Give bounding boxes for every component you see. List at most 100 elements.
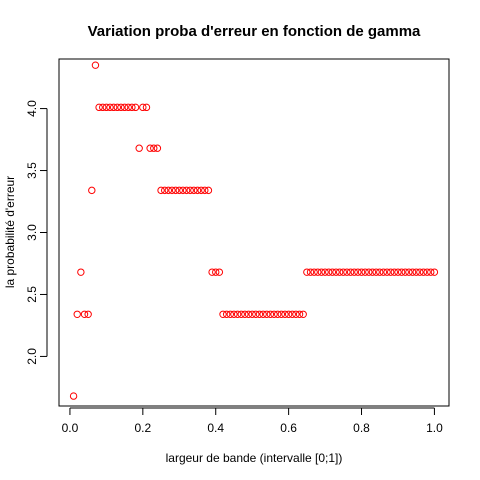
plot-frame (58, 58, 450, 407)
data-point (179, 186, 187, 195)
data-point (150, 144, 158, 152)
data-point (215, 268, 224, 276)
data-point (314, 268, 322, 276)
data-point (175, 186, 183, 195)
x-tick-label: 0.2 (134, 421, 151, 435)
data-point (197, 186, 205, 195)
data-point (405, 268, 413, 276)
data-point (284, 310, 293, 318)
data-point (430, 268, 439, 276)
data-point (303, 268, 311, 276)
data-point (124, 103, 132, 112)
data-point (310, 268, 318, 276)
x-tick-label: 1.0 (426, 421, 443, 435)
data-point (361, 268, 369, 276)
data-point (84, 310, 92, 318)
data-point (412, 268, 420, 276)
data-point (164, 186, 173, 195)
x-tick-label: 0.6 (280, 421, 297, 435)
data-point (332, 268, 340, 276)
data-point (317, 268, 326, 276)
data-point (408, 268, 417, 276)
data-point (135, 144, 143, 152)
data-point (212, 268, 220, 276)
data-point (306, 268, 315, 276)
x-axis: 0.0 0.2 0.4 0.6 0.8 1.0 (62, 407, 443, 435)
data-point (292, 310, 300, 318)
data-point (270, 310, 278, 318)
data-point (379, 268, 388, 276)
y-axis-label: la probabilité d'erreur (3, 176, 17, 288)
data-point (263, 310, 271, 318)
x-tick-label: 0.8 (353, 421, 370, 435)
data-point (120, 103, 129, 112)
y-tick-label: 3.0 (25, 224, 39, 241)
data-point (350, 268, 358, 276)
data-point (161, 186, 169, 195)
data-point (69, 392, 78, 400)
data-point (321, 268, 329, 276)
data-point (248, 310, 256, 318)
data-point (168, 186, 176, 195)
data-point (204, 186, 213, 195)
data-point (357, 268, 366, 276)
data-point (91, 61, 100, 69)
data-point (95, 103, 103, 112)
data-point (99, 103, 107, 112)
data-point (244, 310, 253, 318)
data-point (201, 186, 209, 195)
data-point (230, 310, 238, 318)
data-point (208, 268, 216, 276)
data-point (142, 103, 151, 112)
data-point (226, 310, 235, 318)
data-point (372, 268, 380, 276)
data-point (193, 186, 202, 195)
data-point (241, 310, 249, 318)
data-point (273, 310, 282, 318)
data-point (346, 268, 355, 276)
data-point (186, 186, 194, 195)
data-point (325, 268, 333, 276)
data-point (182, 186, 191, 195)
data-point (113, 103, 122, 112)
data-point (335, 268, 344, 276)
data-points (69, 61, 439, 400)
data-point (139, 103, 147, 112)
chart-title: Variation proba d'erreur en fonction de … (88, 23, 421, 40)
data-point (106, 103, 114, 112)
data-point (233, 310, 242, 318)
data-point (88, 186, 96, 195)
data-point (401, 268, 409, 276)
data-point (419, 268, 428, 276)
data-point (281, 310, 289, 318)
data-point (288, 310, 296, 318)
y-tick-label: 2.5 (25, 286, 39, 303)
data-point (73, 310, 81, 318)
data-point (259, 310, 267, 318)
data-point (157, 186, 165, 195)
x-tick-label: 0.4 (207, 421, 224, 435)
data-point (266, 310, 275, 318)
data-point (365, 268, 373, 276)
data-point (109, 103, 118, 112)
y-tick-label: 3.5 (25, 162, 39, 179)
y-tick-label: 2.0 (25, 348, 39, 365)
data-point (390, 268, 399, 276)
data-point (354, 268, 362, 276)
data-point (146, 144, 154, 152)
data-point (190, 186, 198, 195)
data-point (222, 310, 231, 318)
data-point (394, 268, 402, 276)
y-tick-label: 4.0 (25, 100, 39, 117)
data-point (117, 103, 125, 112)
data-point (219, 310, 227, 318)
data-point (237, 310, 245, 318)
x-tick-label: 0.0 (62, 421, 79, 435)
y-axis: 2.0 2.5 3.0 3.5 4.0 (25, 100, 48, 365)
data-point (102, 103, 111, 112)
data-point (299, 310, 307, 318)
data-point (397, 268, 406, 276)
data-point (128, 103, 136, 112)
